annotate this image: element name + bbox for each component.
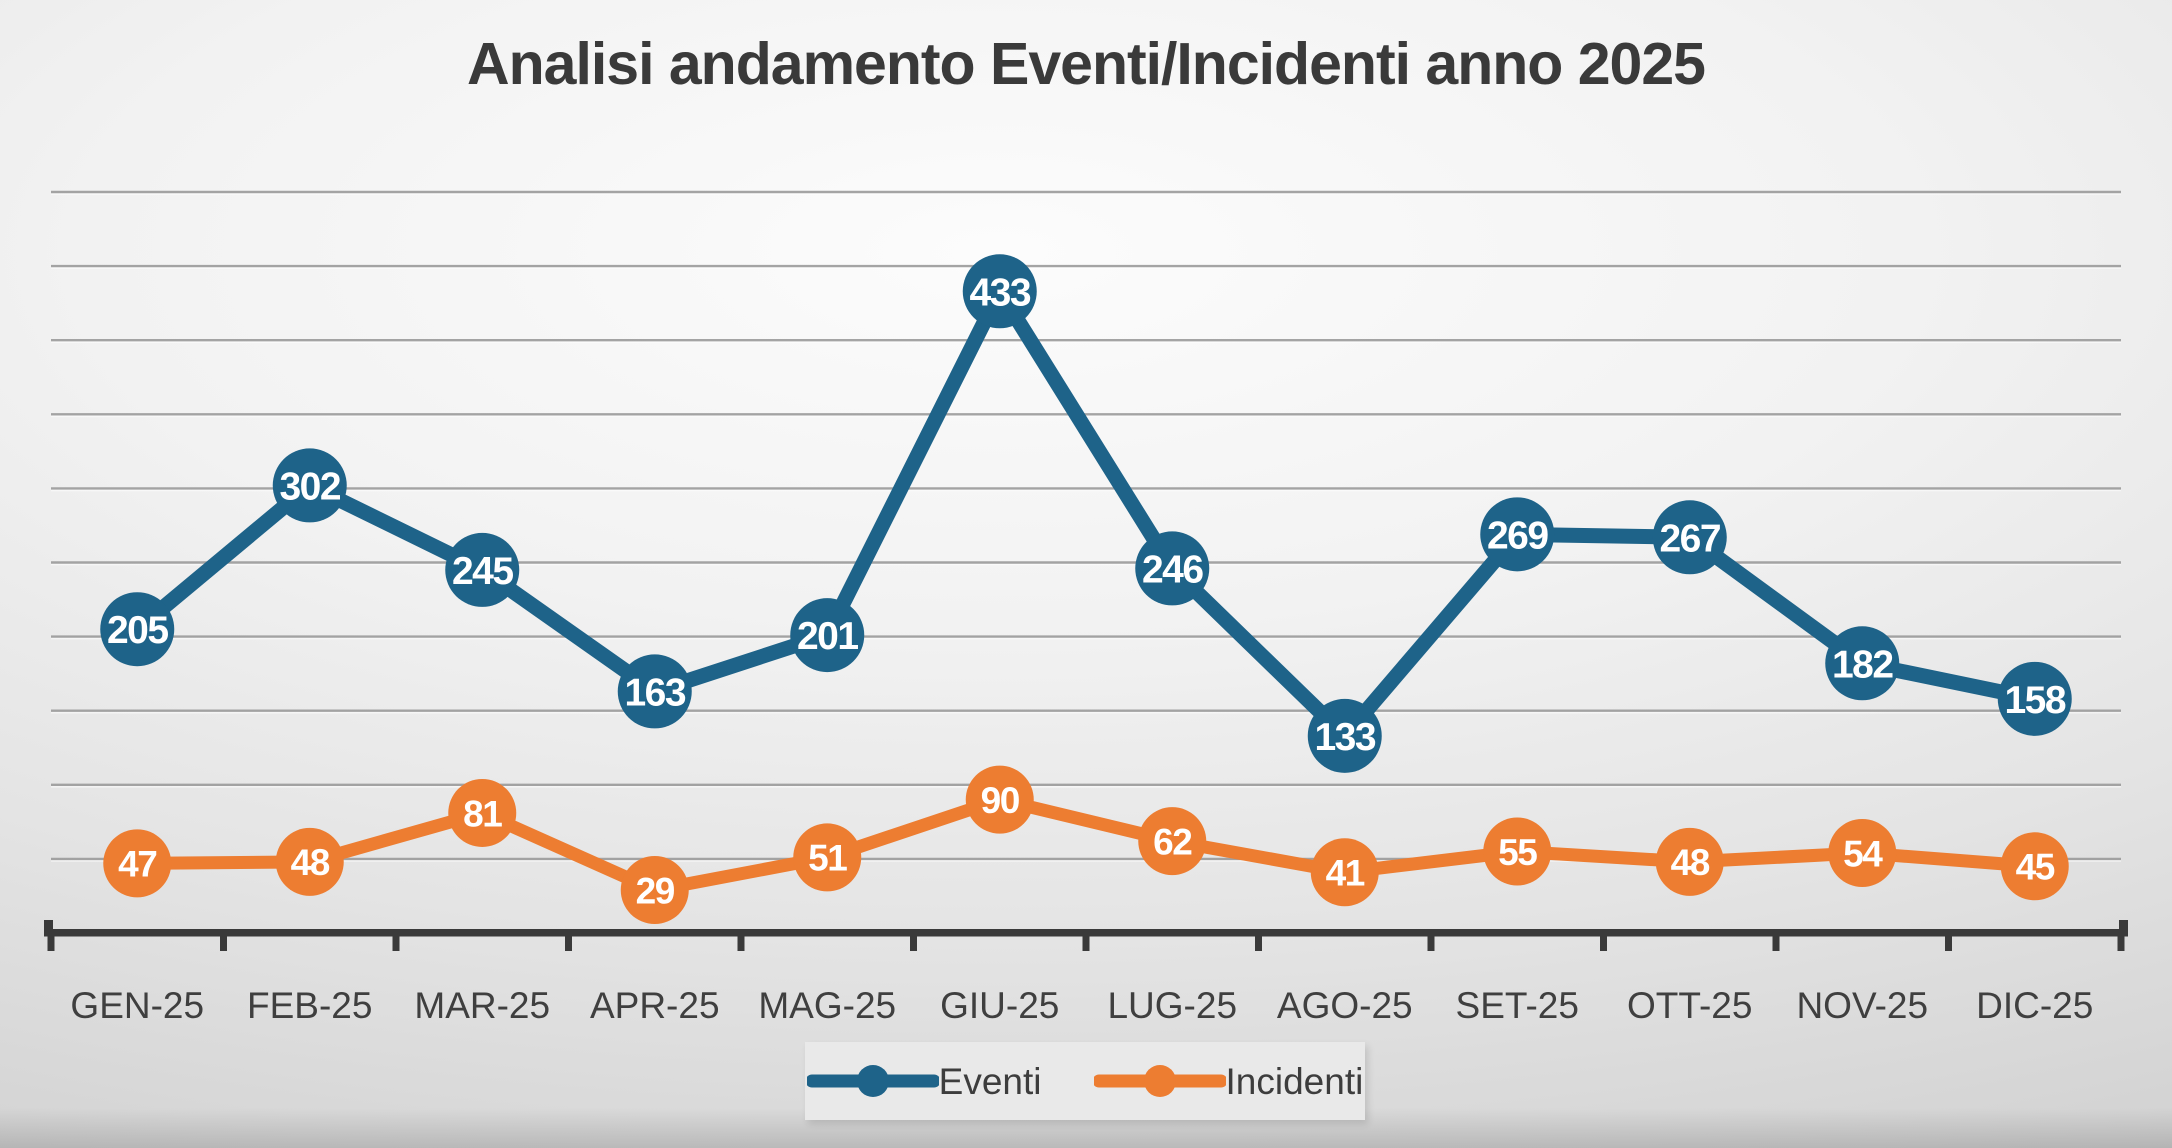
data-point-marker-eventi — [1825, 626, 1900, 701]
data-point-marker-eventi — [962, 254, 1037, 329]
x-axis-tick — [220, 936, 227, 951]
series-line-eventi — [129, 283, 2043, 744]
data-point-marker-incidenti — [1655, 827, 1724, 896]
legend-label-eventi: Eventi — [938, 1060, 1042, 1102]
x-axis-label: FEB-25 — [247, 985, 372, 1026]
x-axis-label: SET-25 — [1456, 985, 1579, 1026]
data-point-marker-eventi — [1997, 661, 2072, 736]
data-point-marker-incidenti — [620, 856, 689, 925]
x-axis-label: AGO-25 — [1277, 985, 1413, 1026]
x-axis-line — [44, 929, 2128, 937]
legend-item-eventi: Eventi — [806, 1060, 1042, 1102]
data-point-value-incidenti: 45 — [2016, 847, 2055, 888]
x-axis-label: LUG-25 — [1107, 985, 1237, 1026]
x-axis-tick — [1600, 936, 1607, 951]
chart-title: Analisi andamento Eventi/Incidenti anno … — [467, 31, 1706, 97]
legend-item-incidenti: Incidenti — [1093, 1060, 1364, 1102]
x-axis-tick — [1945, 936, 1952, 951]
data-point-value-eventi: 158 — [2004, 679, 2065, 722]
x-axis-label: NOV-25 — [1796, 985, 1928, 1026]
data-point-marker-eventi — [1480, 497, 1555, 572]
data-point-value-eventi: 267 — [1659, 517, 1720, 560]
x-axis-tick — [737, 936, 745, 951]
data-point-marker-incidenti — [1310, 838, 1379, 907]
data-point-value-eventi: 201 — [797, 615, 858, 658]
data-point-marker-incidenti — [103, 829, 172, 898]
incidenti-line-marker-icon — [1093, 1065, 1226, 1097]
x-axis-label: GIU-25 — [940, 985, 1059, 1026]
data-point-marker-incidenti — [1483, 817, 1552, 886]
x-axis-end-notch-left — [44, 920, 53, 930]
data-point-value-eventi: 163 — [624, 671, 685, 714]
x-axis-tick — [910, 936, 917, 951]
data-point-value-incidenti: 62 — [1153, 821, 1192, 862]
data-point-marker-incidenti — [2000, 832, 2069, 901]
chart-legend: Eventi Incidenti — [805, 1042, 1365, 1120]
data-point-value-incidenti: 54 — [1843, 833, 1883, 874]
x-axis-end-notch-right — [2119, 920, 2128, 930]
data-point-marker-eventi — [1307, 698, 1382, 773]
data-point-marker-incidenti — [448, 778, 517, 847]
data-point-value-eventi: 182 — [1832, 643, 1893, 686]
data-point-value-eventi: 302 — [279, 465, 340, 508]
data-point-marker-incidenti — [275, 827, 344, 896]
data-point-marker-eventi — [445, 532, 520, 607]
series-line-incidenti — [130, 793, 2042, 897]
data-point-value-incidenti: 41 — [1326, 853, 1365, 894]
data-point-value-eventi: 246 — [1142, 548, 1203, 591]
x-axis-tick — [565, 936, 572, 951]
x-axis-label: MAG-25 — [758, 985, 896, 1026]
x-axis-label: DIC-25 — [1976, 985, 2093, 1026]
x-axis-tick — [392, 936, 400, 951]
x-axis-tick — [1255, 936, 1262, 951]
x-axis-tick — [2117, 936, 2125, 951]
data-point-value-incidenti: 55 — [1498, 832, 1537, 873]
data-point-marker-incidenti — [793, 823, 862, 892]
data-point-value-incidenti: 48 — [1671, 842, 1710, 883]
data-point-marker-eventi — [790, 598, 865, 673]
legend-label-incidenti: Incidenti — [1225, 1060, 1364, 1102]
data-point-value-incidenti: 48 — [291, 842, 330, 883]
data-point-value-eventi: 269 — [1487, 514, 1548, 557]
x-axis-label: APR-25 — [590, 985, 720, 1026]
x-axis-tick — [1772, 936, 1780, 951]
data-point-value-incidenti: 90 — [981, 780, 1020, 821]
x-axis-label: OTT-25 — [1627, 985, 1752, 1026]
data-point-value-eventi: 433 — [969, 271, 1030, 314]
data-point-value-eventi: 245 — [452, 550, 513, 593]
data-point-value-eventi: 205 — [107, 609, 168, 652]
x-axis-tick — [1082, 936, 1090, 951]
x-axis-tick — [47, 936, 55, 951]
data-point-marker-incidenti — [1828, 818, 1897, 887]
data-point-value-incidenti: 81 — [463, 793, 502, 834]
data-point-marker-eventi — [1135, 531, 1210, 606]
eventi-line-marker-icon — [806, 1065, 939, 1097]
x-axis-tick — [1427, 936, 1435, 951]
data-point-marker-incidenti — [965, 765, 1034, 834]
data-point-value-incidenti: 47 — [118, 844, 156, 885]
data-point-marker-eventi — [1652, 500, 1727, 575]
data-point-value-incidenti: 51 — [808, 838, 847, 879]
data-point-value-eventi: 133 — [1314, 716, 1375, 759]
data-point-marker-incidenti — [1138, 807, 1207, 876]
data-point-marker-eventi — [100, 592, 175, 667]
x-axis-label: MAR-25 — [414, 985, 550, 1026]
data-point-marker-eventi — [272, 448, 347, 523]
data-point-value-incidenti: 29 — [636, 870, 675, 911]
data-point-marker-eventi — [617, 654, 692, 729]
x-axis-label: GEN-25 — [70, 985, 204, 1026]
